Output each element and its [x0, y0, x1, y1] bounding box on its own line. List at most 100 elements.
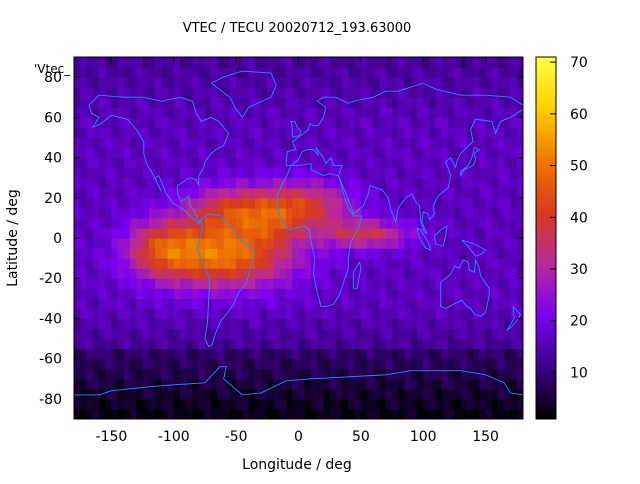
heatmap-cell: [460, 388, 468, 400]
heatmap-cell: [136, 177, 144, 189]
heatmap-cell: [92, 207, 100, 219]
heatmap-cell: [198, 117, 206, 128]
heatmap-cell: [423, 408, 431, 419]
heatmap-cell: [236, 258, 243, 269]
heatmap-cell: [317, 288, 325, 299]
heatmap-cell: [167, 137, 175, 149]
heatmap-cell: [217, 258, 225, 269]
heatmap-cell: [342, 248, 349, 259]
heatmap-cell: [329, 177, 337, 189]
heatmap-cell: [298, 318, 306, 330]
heatmap-cell: [267, 227, 275, 239]
heatmap-cell: [360, 278, 368, 289]
heatmap-cell: [180, 298, 187, 309]
heatmap-cell: [354, 187, 362, 199]
heatmap-cell: [473, 238, 480, 249]
heatmap-cell: [342, 117, 349, 128]
heatmap-cell: [310, 187, 318, 199]
heatmap-cell: [229, 57, 237, 68]
heatmap-cell: [155, 67, 162, 78]
heatmap-cell: [460, 408, 468, 419]
heatmap-cell: [204, 338, 212, 350]
heatmap-cell: [130, 378, 137, 390]
heatmap-cell: [348, 348, 356, 360]
heatmap-cell: [441, 207, 449, 219]
heatmap-cell: [335, 107, 343, 118]
heatmap-cell: [429, 227, 437, 239]
heatmap-cell: [317, 77, 325, 88]
heatmap-cell: [261, 117, 268, 128]
heatmap-cell: [211, 157, 219, 169]
heatmap-cell: [498, 117, 505, 128]
heatmap-cell: [217, 288, 225, 299]
heatmap-cell: [142, 388, 150, 400]
heatmap-cell: [310, 217, 318, 229]
heatmap-cell: [342, 368, 349, 380]
heatmap-cell: [173, 348, 181, 360]
heatmap-cell: [385, 408, 393, 419]
heatmap-cell: [323, 67, 331, 78]
heatmap-cell: [167, 378, 175, 390]
heatmap-cell: [466, 278, 474, 289]
heatmap-cell: [416, 187, 424, 199]
heatmap-cell: [516, 248, 523, 259]
heatmap-cell: [229, 147, 237, 159]
heatmap-cell: [261, 177, 268, 189]
heatmap-cell: [479, 67, 487, 78]
colorbar-tick-label: 70: [570, 55, 588, 71]
heatmap-cell: [392, 238, 399, 249]
heatmap-cell: [267, 77, 275, 88]
heatmap-cell: [473, 268, 480, 279]
heatmap-cell: [105, 67, 113, 78]
heatmap-cell: [86, 167, 94, 179]
heatmap-cell: [279, 67, 287, 78]
heatmap-cell: [466, 117, 474, 128]
heatmap-cell: [173, 238, 181, 249]
heatmap-cell: [323, 298, 331, 309]
heatmap-cell: [454, 57, 462, 68]
heatmap-cell: [360, 258, 368, 269]
heatmap-cell: [192, 388, 200, 400]
heatmap-cell: [80, 248, 88, 259]
heatmap-cell: [304, 298, 312, 309]
heatmap-cell: [123, 87, 131, 98]
heatmap-cell: [148, 258, 156, 269]
heatmap-cell: [317, 318, 325, 330]
heatmap-cell: [441, 308, 449, 320]
heatmap-cell: [429, 388, 437, 400]
heatmap-cell: [248, 308, 256, 320]
heatmap-cell: [92, 408, 100, 419]
heatmap-cell: [161, 358, 169, 370]
heatmap-cell: [86, 197, 94, 209]
heatmap-cell: [180, 197, 187, 209]
heatmap-cell: [448, 107, 456, 118]
heatmap-cell: [335, 368, 343, 380]
heatmap-cell: [342, 137, 349, 149]
heatmap-cell: [429, 318, 437, 330]
heatmap-cell: [229, 207, 237, 219]
colorbar-tick-label: 10: [570, 365, 588, 381]
heatmap-cell: [130, 77, 137, 88]
heatmap-cell: [254, 348, 262, 360]
heatmap-cell: [242, 147, 250, 159]
heatmap-cell: [491, 177, 499, 189]
heatmap-cell: [161, 368, 169, 380]
heatmap-cell: [360, 167, 368, 179]
heatmap-cell: [323, 398, 331, 410]
heatmap-cell: [180, 207, 187, 219]
heatmap-cell: [248, 378, 256, 390]
heatmap-cell: [304, 268, 312, 279]
heatmap-cell: [105, 97, 113, 108]
heatmap-cell: [367, 338, 374, 350]
heatmap-cell: [423, 378, 431, 390]
heatmap-cell: [479, 278, 487, 289]
heatmap-cell: [217, 268, 225, 279]
heatmap-cell: [130, 177, 137, 189]
heatmap-cell: [298, 137, 306, 149]
heatmap-cell: [404, 77, 412, 88]
heatmap-cell: [111, 127, 119, 139]
heatmap-cell: [379, 338, 387, 350]
heatmap-cell: [117, 127, 125, 139]
heatmap-cell: [74, 57, 81, 68]
heatmap-cell: [479, 157, 487, 169]
